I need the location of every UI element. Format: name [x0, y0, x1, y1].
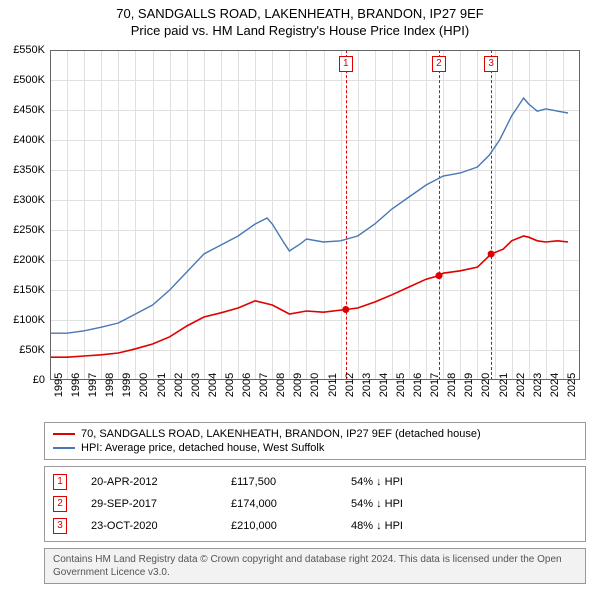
y-axis-tick-label: £500K: [13, 74, 45, 86]
y-axis-tick-label: £350K: [13, 164, 45, 176]
legend-item: HPI: Average price, detached house, West…: [53, 441, 577, 455]
x-axis-tick-label: 1995: [53, 373, 65, 397]
data-attribution-footnote: Contains HM Land Registry data © Crown c…: [44, 548, 586, 584]
sale-event-price: £117,500: [231, 476, 351, 488]
y-axis-tick-label: £300K: [13, 194, 45, 206]
x-axis-tick-label: 2009: [292, 373, 304, 397]
chart-plot-area: £0£50K£100K£150K£200K£250K£300K£350K£400…: [50, 50, 580, 380]
x-axis-tick-label: 1997: [87, 373, 99, 397]
x-axis-tick-label: 2021: [498, 373, 510, 397]
x-axis-tick-label: 2010: [309, 373, 321, 397]
sale-event-date: 29-SEP-2017: [91, 498, 231, 510]
sale-event-vs-hpi: 54% ↓ HPI: [351, 498, 403, 510]
legend-label: HPI: Average price, detached house, West…: [81, 442, 324, 454]
x-axis-tick-label: 2001: [156, 373, 168, 397]
sale-event-row: 2 29-SEP-2017£174,00054% ↓ HPI: [53, 493, 577, 515]
y-axis-tick-label: £50K: [19, 344, 45, 356]
y-axis-tick-label: £550K: [13, 44, 45, 56]
x-axis-tick-label: 2022: [515, 373, 527, 397]
plot-border: [50, 50, 580, 380]
sale-event-price: £174,000: [231, 498, 351, 510]
y-axis-tick-label: £250K: [13, 224, 45, 236]
sale-event-number: 1: [53, 474, 67, 490]
legend-label: 70, SANDGALLS ROAD, LAKENHEATH, BRANDON,…: [81, 428, 481, 440]
x-axis-tick-label: 2016: [412, 373, 424, 397]
sale-events-table: 1 20-APR-2012£117,50054% ↓ HPI 2 29-SEP-201…: [44, 466, 586, 542]
sale-event-row: 1 20-APR-2012£117,50054% ↓ HPI: [53, 471, 577, 493]
chart-title-sub: Price paid vs. HM Land Registry's House …: [0, 23, 600, 38]
x-axis-tick-label: 2006: [241, 373, 253, 397]
x-axis-tick-label: 2025: [566, 373, 578, 397]
x-axis-tick-label: 2017: [429, 373, 441, 397]
x-axis-tick-label: 2020: [480, 373, 492, 397]
x-axis-tick-label: 2024: [549, 373, 561, 397]
y-axis-tick-label: £450K: [13, 104, 45, 116]
legend-swatch: [53, 447, 75, 449]
x-axis-tick-label: 2004: [207, 373, 219, 397]
x-axis-tick-label: 2014: [378, 373, 390, 397]
x-axis-tick-label: 1996: [70, 373, 82, 397]
x-axis-tick-label: 2003: [190, 373, 202, 397]
y-axis-tick-label: £400K: [13, 134, 45, 146]
sale-event-marker: 1: [339, 56, 353, 72]
x-axis-tick-label: 2023: [532, 373, 544, 397]
y-axis-tick-label: £150K: [13, 284, 45, 296]
sale-event-marker: 2: [432, 56, 446, 72]
y-axis-tick-label: £100K: [13, 314, 45, 326]
chart-title-address: 70, SANDGALLS ROAD, LAKENHEATH, BRANDON,…: [0, 6, 600, 21]
x-axis-tick-label: 1999: [121, 373, 133, 397]
x-axis-tick-label: 2000: [138, 373, 150, 397]
y-axis-tick-label: £200K: [13, 254, 45, 266]
sale-event-vs-hpi: 48% ↓ HPI: [351, 520, 403, 532]
x-axis-tick-label: 2018: [446, 373, 458, 397]
sale-event-row: 3 23-OCT-2020£210,00048% ↓ HPI: [53, 515, 577, 537]
sale-event-vs-hpi: 54% ↓ HPI: [351, 476, 403, 488]
x-axis-tick-label: 2019: [463, 373, 475, 397]
x-axis-tick-label: 2007: [258, 373, 270, 397]
legend-swatch: [53, 433, 75, 435]
sale-event-price: £210,000: [231, 520, 351, 532]
sale-event-date: 20-APR-2012: [91, 476, 231, 488]
x-axis-tick-label: 1998: [104, 373, 116, 397]
x-axis-tick-label: 2002: [173, 373, 185, 397]
x-axis-tick-label: 2005: [224, 373, 236, 397]
legend-item: 70, SANDGALLS ROAD, LAKENHEATH, BRANDON,…: [53, 427, 577, 441]
y-axis-tick-label: £0: [33, 374, 45, 386]
sale-event-marker: 3: [484, 56, 498, 72]
x-axis-tick-label: 2011: [327, 373, 339, 397]
sale-event-date: 23-OCT-2020: [91, 520, 231, 532]
sale-event-number: 3: [53, 518, 67, 534]
x-axis-tick-label: 2012: [344, 373, 356, 397]
sale-event-number: 2: [53, 496, 67, 512]
x-axis-tick-label: 2015: [395, 373, 407, 397]
x-axis-tick-label: 2013: [361, 373, 373, 397]
legend: 70, SANDGALLS ROAD, LAKENHEATH, BRANDON,…: [44, 422, 586, 460]
x-axis-tick-label: 2008: [275, 373, 287, 397]
